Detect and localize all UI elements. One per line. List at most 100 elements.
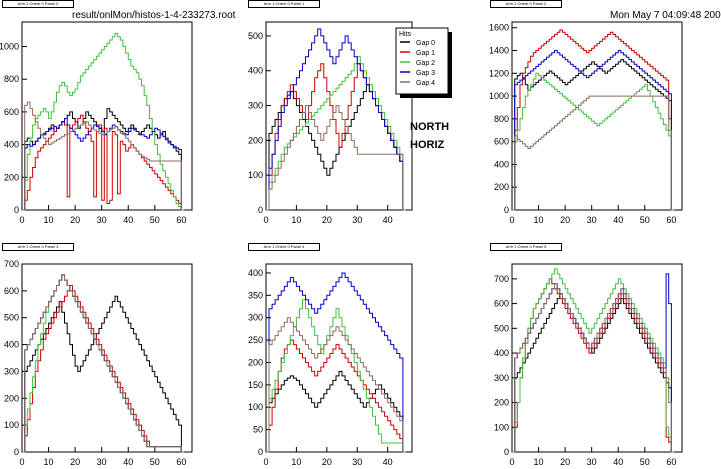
y-tick-label: 0 <box>504 447 509 457</box>
x-tick-label: 10 <box>291 215 301 225</box>
y-tick-label: 400 <box>4 340 19 350</box>
x-tick-label: 0 <box>509 457 514 467</box>
x-tick-label: 20 <box>322 215 332 225</box>
x-tick-label: 40 <box>123 215 133 225</box>
y-tick-label: 0 <box>258 447 263 457</box>
x-tick-label: 10 <box>44 457 54 467</box>
series-line <box>22 274 184 453</box>
x-tick-label: 40 <box>383 215 393 225</box>
x-tick-label: 20 <box>322 457 332 467</box>
y-tick-label: 0 <box>14 447 19 457</box>
x-tick-label: 30 <box>97 457 107 467</box>
panel-title: Arm 1 Orient 0 Panel 5 <box>490 243 562 251</box>
y-tick-label: 200 <box>494 398 509 408</box>
series-line <box>266 272 406 453</box>
y-tick-label: 700 <box>494 274 509 284</box>
x-tick-label: 60 <box>666 457 676 467</box>
y-tick-label: 100 <box>4 420 19 430</box>
plot-frame <box>21 263 193 453</box>
x-tick-label: 30 <box>352 457 362 467</box>
annotation-horiz: HORIZ <box>410 139 445 151</box>
y-tick-label: 1000 <box>489 91 509 101</box>
series-line <box>22 295 184 453</box>
y-tick-label: 100 <box>248 170 263 180</box>
legend-entry: Gap 4 <box>416 80 435 87</box>
y-tick-label: 600 <box>494 137 509 147</box>
legend-box <box>395 27 449 95</box>
y-tick-label: 200 <box>494 182 509 192</box>
legend-entry: Gap 0 <box>416 40 435 47</box>
x-tick-label: 50 <box>640 457 650 467</box>
x-tick-label: 40 <box>613 457 623 467</box>
file-path-header: result/onlMon/histos-1-4-233273.root <box>72 10 236 21</box>
y-tick-label: 1200 <box>489 68 509 78</box>
series-line <box>266 370 406 453</box>
y-tick-label: 300 <box>4 366 19 376</box>
x-tick-label: 50 <box>150 215 160 225</box>
y-tick-label: 100 <box>494 422 509 432</box>
y-tick-label: 200 <box>4 172 19 182</box>
x-tick-label: 50 <box>150 457 160 467</box>
x-tick-label: 40 <box>123 457 133 467</box>
panel-title: Arm 1 Orient 0 Panel 1 <box>248 0 320 8</box>
series-line <box>266 28 406 211</box>
series-line <box>266 299 406 453</box>
x-tick-label: 30 <box>352 215 362 225</box>
x-tick-label: 0 <box>509 215 514 225</box>
series-line <box>22 101 184 211</box>
series-line <box>512 29 674 211</box>
panel-title: Arm 1 Orient 0 Panel 0 <box>2 0 74 8</box>
series-line <box>22 118 184 211</box>
y-tick-label: 300 <box>248 313 263 323</box>
x-tick-label: 10 <box>534 457 544 467</box>
x-tick-label: 40 <box>383 457 393 467</box>
y-tick-label: 250 <box>248 335 263 345</box>
x-tick-label: 60 <box>176 215 186 225</box>
y-tick-label: 400 <box>4 140 19 150</box>
y-tick-label: 600 <box>4 107 19 117</box>
x-tick-label: 60 <box>176 457 186 467</box>
x-tick-label: 30 <box>97 215 107 225</box>
series-line <box>266 63 406 211</box>
x-tick-label: 40 <box>613 215 623 225</box>
legend-entry: Gap 3 <box>416 70 435 77</box>
plot-frame <box>511 263 683 453</box>
plot-frame <box>265 21 413 211</box>
y-tick-label: 400 <box>248 268 263 278</box>
series-line <box>512 95 674 211</box>
y-tick-label: 400 <box>494 159 509 169</box>
x-tick-label: 20 <box>70 215 80 225</box>
series-line <box>22 114 184 211</box>
y-tick-label: 300 <box>248 101 263 111</box>
y-tick-label: 200 <box>4 393 19 403</box>
x-tick-label: 0 <box>19 215 24 225</box>
legend-entry: Gap 1 <box>416 50 435 57</box>
series-line <box>512 283 674 453</box>
series-line <box>22 285 184 453</box>
y-tick-label: 800 <box>494 114 509 124</box>
y-tick-label: 1000 <box>0 42 19 52</box>
x-tick-label: 10 <box>534 215 544 225</box>
y-tick-label: 600 <box>494 299 509 309</box>
y-tick-label: 500 <box>248 31 263 41</box>
panel-title: Arm 1 Orient 0 Panel 2 <box>490 0 562 8</box>
x-tick-label: 20 <box>70 457 80 467</box>
panel-title: Arm 1 Orient 0 Panel 3 <box>2 243 74 251</box>
y-tick-label: 0 <box>504 205 509 215</box>
x-tick-label: 50 <box>640 215 650 225</box>
y-tick-label: 1600 <box>489 23 509 33</box>
x-tick-label: 0 <box>263 457 268 467</box>
y-tick-label: 700 <box>4 259 19 269</box>
series-line <box>22 274 184 453</box>
y-tick-label: 0 <box>14 205 19 215</box>
y-tick-label: 200 <box>248 357 263 367</box>
series-line <box>512 268 674 453</box>
annotation-north: NORTH <box>410 121 450 133</box>
series-line <box>22 274 184 453</box>
legend-title: Hits <box>399 31 412 38</box>
y-tick-label: 800 <box>4 74 19 84</box>
series-line <box>22 32 184 211</box>
plot-frame <box>511 21 683 211</box>
